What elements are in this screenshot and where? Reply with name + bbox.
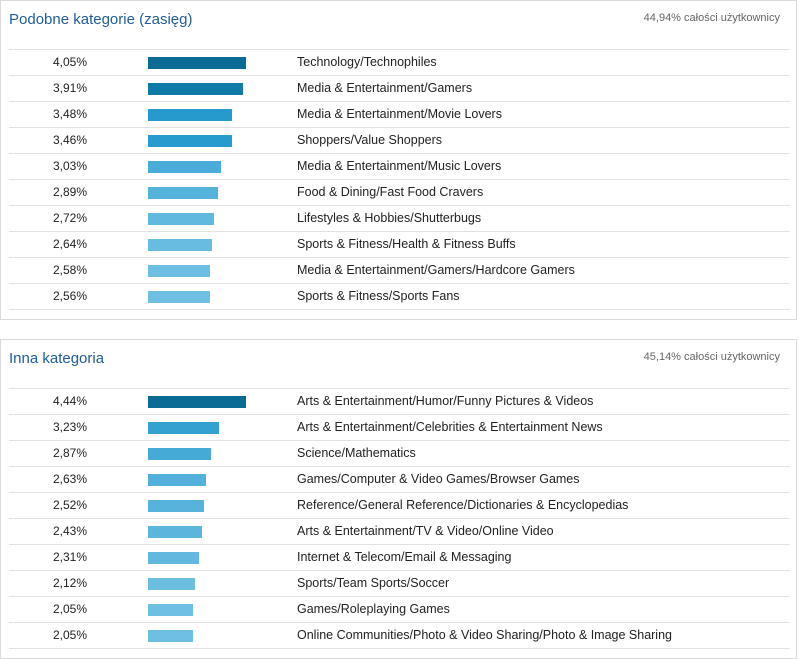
category-label: Arts & Entertainment/Humor/Funny Picture… (297, 394, 594, 408)
list-item: 2,43% Arts & Entertainment/TV & Video/Onl… (9, 519, 790, 545)
list-item: 4,44% Arts & Entertainment/Humor/Funny Pi… (9, 389, 790, 415)
value-bar (148, 135, 232, 147)
panel-title: Inna kategoria (9, 350, 105, 367)
category-list: 4,05% Technology/Technophiles 3,91% Media &… (9, 49, 790, 310)
value-bar (148, 109, 232, 121)
list-item: 2,58% Media & Entertainment/Gamers/Hardco… (9, 258, 790, 284)
panel-title: Podobne kategorie (zasięg) (9, 11, 193, 28)
list-item: 2,89% Food & Dining/Fast Food Cravers (9, 180, 790, 206)
category-label: Games/Roleplaying Games (297, 602, 450, 616)
value-label: 2,72% (53, 211, 88, 225)
list-item: 2,63% Games/Computer & Video Games/Browse… (9, 467, 790, 493)
value-bar (148, 396, 246, 408)
value-label: 2,56% (53, 289, 88, 303)
list-item: 2,52% Reference/General Reference/Diction… (9, 493, 790, 519)
category-label: Reference/General Reference/Dictionaries… (297, 498, 629, 512)
value-bar (148, 187, 218, 199)
value-label: 2,89% (53, 185, 88, 199)
value-bar (148, 474, 206, 486)
value-bar (148, 239, 212, 251)
panel-share: 45,14% całości użytkownicy (643, 351, 780, 363)
category-label: Shoppers/Value Shoppers (297, 133, 443, 147)
list-item: 2,31% Internet & Telecom/Email & Messagin… (9, 545, 790, 571)
value-bar (148, 500, 204, 512)
category-label: Games/Computer & Video Games/Browser Gam… (297, 472, 580, 486)
category-list: 4,44% Arts & Entertainment/Humor/Funny Pi… (9, 388, 790, 649)
value-bar (148, 630, 193, 642)
value-label: 2,12% (53, 576, 88, 590)
value-label: 4,44% (53, 394, 88, 408)
value-bar (148, 526, 202, 538)
value-label: 2,58% (53, 263, 88, 277)
list-item: 2,05% Games/Roleplaying Games (9, 597, 790, 623)
list-item: 3,46% Shoppers/Value Shoppers (9, 128, 790, 154)
value-label: 2,87% (53, 446, 88, 460)
list-item: 3,48% Media & Entertainment/Movie Lovers (9, 102, 790, 128)
value-bar (148, 265, 210, 277)
list-item: 2,87% Science/Mathematics (9, 441, 790, 467)
value-bar (148, 604, 193, 616)
value-bar (148, 291, 210, 303)
value-label: 2,43% (53, 524, 88, 538)
category-label: Food & Dining/Fast Food Cravers (297, 185, 484, 199)
category-label: Sports & Fitness/Health & Fitness Buffs (297, 237, 516, 251)
value-label: 2,52% (53, 498, 88, 512)
category-label: Sports/Team Sports/Soccer (297, 576, 450, 590)
value-label: 3,46% (53, 133, 88, 147)
value-bar (148, 578, 195, 590)
list-item: 3,23% Arts & Entertainment/Celebrities & … (9, 415, 790, 441)
list-item: 4,05% Technology/Technophiles (9, 50, 790, 76)
category-label: Media & Entertainment/Music Lovers (297, 159, 502, 173)
category-label: Sports & Fitness/Sports Fans (297, 289, 460, 303)
value-bar (148, 448, 211, 460)
value-label: 2,63% (53, 472, 88, 486)
category-label: Lifestyles & Hobbies/Shutterbugs (297, 211, 482, 225)
list-item: 2,12% Sports/Team Sports/Soccer (9, 571, 790, 597)
value-bar (148, 57, 246, 69)
list-item: 3,03% Media & Entertainment/Music Lovers (9, 154, 790, 180)
value-label: 4,05% (53, 55, 88, 69)
list-item: 2,56% Sports & Fitness/Sports Fans (9, 284, 790, 310)
value-label: 3,03% (53, 159, 88, 173)
value-label: 3,23% (53, 420, 88, 434)
value-bar (148, 161, 221, 173)
value-label: 2,05% (53, 628, 88, 642)
category-label: Internet & Telecom/Email & Messaging (297, 550, 512, 564)
category-label: Online Communities/Photo & Video Sharing… (297, 628, 672, 642)
category-label: Science/Mathematics (297, 446, 416, 460)
list-item: 3,91% Media & Entertainment/Gamers (9, 76, 790, 102)
value-bar (148, 552, 199, 564)
category-label: Technology/Technophiles (297, 55, 437, 69)
category-label: Media & Entertainment/Gamers (297, 81, 473, 95)
list-item: 2,64% Sports & Fitness/Health & Fitness B… (9, 232, 790, 258)
similar-categories-panel: Podobne kategorie (zasięg) 44,94% całośc… (0, 0, 797, 320)
panel-share: 44,94% całości użytkownicy (643, 12, 780, 24)
value-label: 3,48% (53, 107, 88, 121)
category-label: Arts & Entertainment/TV & Video/Online V… (297, 524, 554, 538)
value-label: 2,05% (53, 602, 88, 616)
list-item: 2,05% Online Communities/Photo & Video Sh… (9, 623, 790, 649)
list-item: 2,72% Lifestyles & Hobbies/Shutterbugs (9, 206, 790, 232)
value-bar (148, 422, 219, 434)
category-label: Media & Entertainment/Movie Lovers (297, 107, 502, 121)
category-label: Media & Entertainment/Gamers/Hardcore Ga… (297, 263, 575, 277)
value-label: 3,91% (53, 81, 88, 95)
category-label: Arts & Entertainment/Celebrities & Enter… (297, 420, 603, 434)
value-bar (148, 213, 214, 225)
other-category-panel: Inna kategoria 45,14% całości użytkownic… (0, 339, 797, 659)
value-label: 2,64% (53, 237, 88, 251)
value-label: 2,31% (53, 550, 88, 564)
value-bar (148, 83, 243, 95)
